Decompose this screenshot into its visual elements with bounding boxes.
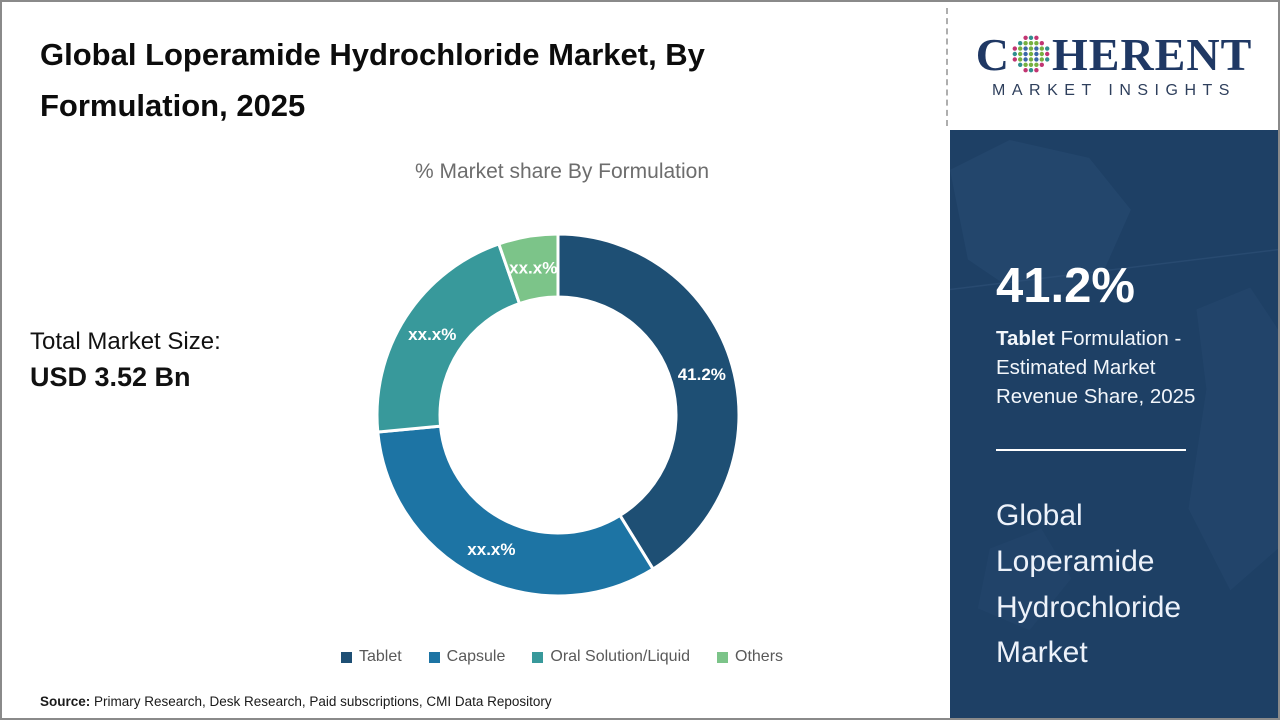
- donut-slice-tablet: [556, 232, 741, 572]
- sidebar-highlight-caption-bold: Tablet: [996, 327, 1055, 350]
- legend-item-others: Others: [717, 648, 783, 666]
- legend-swatch-tablet-icon: [340, 651, 352, 663]
- globe-dot: [1039, 57, 1044, 62]
- globe-dot: [1023, 51, 1028, 57]
- chart-legend: Tablet Capsule Oral Solution/Liquid Othe…: [178, 648, 946, 666]
- legend-swatch-oral-solution-icon: [532, 651, 544, 663]
- globe-dot: [1017, 57, 1023, 62]
- globe-dot: [1039, 46, 1044, 51]
- legend-item-oral-solution: Oral Solution/Liquid: [532, 648, 690, 666]
- globe-dot: [1012, 51, 1017, 57]
- legend-item-capsule: Capsule: [428, 648, 506, 666]
- donut-chart-svg: 41.2% xx.x% xx.x% xx.x%: [375, 232, 741, 598]
- globe-dot: [1028, 35, 1034, 40]
- sidebar-market-name: Global Loperamide Hydrochloride Market: [996, 499, 1182, 670]
- globe-dot: [1044, 46, 1050, 51]
- globe-dot: [1017, 51, 1023, 57]
- slice-label-oral-solution-liquid: xx.x%: [408, 325, 456, 344]
- globe-dot: [1034, 62, 1039, 67]
- chart-title: % Market share By Formulation: [414, 160, 710, 183]
- globe-dot: [1023, 35, 1028, 40]
- globe-dot: [1039, 41, 1044, 46]
- sidebar-highlight-value: 41.2%: [996, 259, 1135, 313]
- legend-label-tablet: Tablet: [358, 648, 402, 665]
- legend-swatch-others-icon: [717, 651, 729, 663]
- globe-dot: [1028, 46, 1034, 51]
- globe-dot: [1012, 46, 1017, 51]
- coherent-globe-icon: [1012, 35, 1050, 73]
- globe-dot: [1023, 68, 1028, 73]
- logo-letter-c: C: [975, 29, 1010, 80]
- sidebar-content: 41.2% Tablet Formulation - Estimated Mar…: [950, 258, 1278, 676]
- donut-slice-others: [496, 232, 560, 306]
- sidebar-highlight-caption: Tablet Formulation - Estimated Market Re…: [996, 324, 1218, 411]
- globe-dot: [1034, 68, 1039, 73]
- globe-dot: [1034, 51, 1039, 57]
- legend-label-oral-solution: Oral Solution/Liquid: [550, 648, 691, 665]
- world-map-texture: [950, 139, 1278, 631]
- globe-dot: [1039, 51, 1044, 57]
- source-label: Source:: [40, 694, 91, 709]
- sidebar: 41.2% Tablet Formulation - Estimated Mar…: [950, 130, 1278, 718]
- globe-dot: [1028, 62, 1034, 67]
- globe-dot: [1034, 57, 1039, 62]
- total-market-size: Total Market Size: USD 3.52 Bn: [30, 328, 221, 393]
- source-text: Primary Research, Desk Research, Paid su…: [90, 694, 552, 709]
- globe-dot: [1039, 62, 1044, 67]
- slice-label-others: xx.x%: [509, 259, 557, 278]
- globe-dot: [1017, 41, 1023, 46]
- globe-dot: [1044, 57, 1050, 62]
- globe-dot: [1028, 51, 1034, 57]
- donut-slice-capsule: [376, 424, 656, 598]
- total-market-size-label: Total Market Size:: [30, 328, 221, 355]
- slice-label-capsule: xx.x%: [467, 540, 515, 559]
- globe-dot: [1028, 68, 1034, 73]
- logo-letters-herent: HERENT: [1051, 29, 1253, 80]
- globe-dot: [1023, 46, 1028, 51]
- globe-dot: [1017, 62, 1023, 67]
- globe-dot: [1023, 57, 1028, 62]
- legend-label-others: Others: [735, 648, 784, 665]
- sidebar-divider: [996, 449, 1186, 452]
- legend-item-tablet: Tablet: [340, 648, 402, 666]
- globe-dot: [1034, 35, 1039, 40]
- dashed-divider: [946, 8, 948, 126]
- logo: C HERENT MARKET INSIGHTS: [950, 2, 1278, 130]
- globe-dot: [1028, 57, 1034, 62]
- globe-dot: [1023, 41, 1028, 46]
- slice-label-tablet: 41.2%: [678, 365, 726, 384]
- source-note: Source: Primary Research, Desk Research,…: [40, 694, 552, 709]
- globe-dot: [1017, 46, 1023, 51]
- donut-chart: 41.2% xx.x% xx.x% xx.x%: [373, 230, 743, 600]
- globe-dot: [1012, 57, 1017, 62]
- page-title: Global Loperamide Hydrochloride Market, …: [40, 30, 890, 132]
- globe-dot: [1034, 46, 1039, 51]
- logo-subtitle: MARKET INSIGHTS: [992, 82, 1236, 99]
- globe-dot: [1023, 62, 1028, 67]
- page-title-line2: Formulation, 2025: [40, 87, 306, 123]
- total-market-size-value: USD 3.52 Bn: [30, 362, 191, 392]
- globe-dot: [1034, 41, 1039, 46]
- globe-dot: [1028, 41, 1034, 46]
- globe-dot: [1044, 51, 1050, 57]
- page-title-line1: Global Loperamide Hydrochloride Market, …: [40, 37, 705, 72]
- logo-wordmark: C HERENT: [976, 32, 1253, 78]
- legend-label-capsule: Capsule: [446, 648, 506, 665]
- sidebar-highlight-caption-rest: Formulation - Estimated Market Revenue S…: [996, 327, 1196, 409]
- legend-swatch-capsule-icon: [428, 651, 440, 663]
